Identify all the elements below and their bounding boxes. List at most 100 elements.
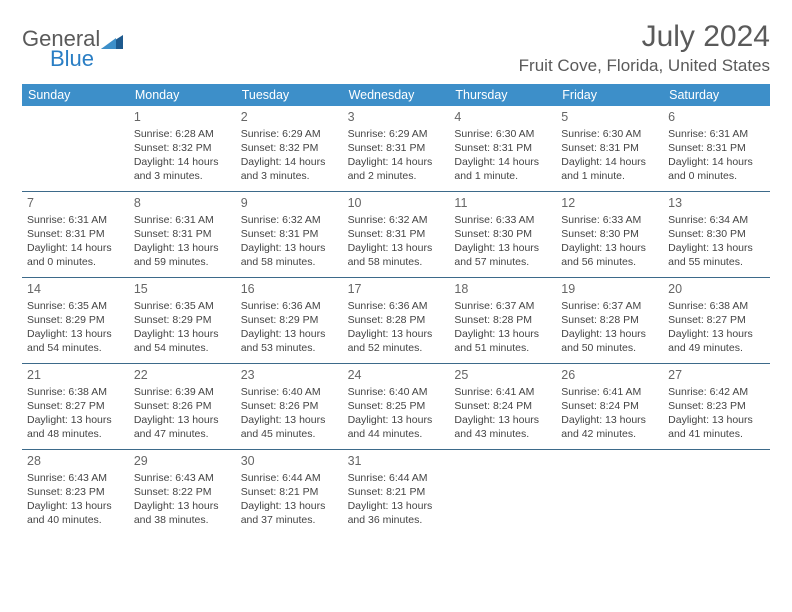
- day-number: 8: [134, 195, 231, 212]
- sunrise-text: Sunrise: 6:32 AM: [348, 213, 445, 227]
- sunrise-text: Sunrise: 6:29 AM: [241, 127, 338, 141]
- week-row: 28Sunrise: 6:43 AMSunset: 8:23 PMDayligh…: [22, 450, 770, 536]
- daylight-text: Daylight: 13 hours and 56 minutes.: [561, 241, 658, 269]
- daylight-text: Daylight: 13 hours and 54 minutes.: [27, 327, 124, 355]
- daylight-text: Daylight: 13 hours and 44 minutes.: [348, 413, 445, 441]
- day-cell: 28Sunrise: 6:43 AMSunset: 8:23 PMDayligh…: [22, 450, 129, 536]
- sunrise-text: Sunrise: 6:37 AM: [454, 299, 551, 313]
- page-header: GeneralBlue July 2024 Fruit Cove, Florid…: [22, 20, 770, 76]
- day-cell: 29Sunrise: 6:43 AMSunset: 8:22 PMDayligh…: [129, 450, 236, 536]
- sunrise-text: Sunrise: 6:30 AM: [454, 127, 551, 141]
- day-number: 27: [668, 367, 765, 384]
- sunset-text: Sunset: 8:28 PM: [348, 313, 445, 327]
- day-number: 14: [27, 281, 124, 298]
- week-row: 7Sunrise: 6:31 AMSunset: 8:31 PMDaylight…: [22, 192, 770, 278]
- daylight-text: Daylight: 13 hours and 51 minutes.: [454, 327, 551, 355]
- day-cell: 12Sunrise: 6:33 AMSunset: 8:30 PMDayligh…: [556, 192, 663, 277]
- day-number: 11: [454, 195, 551, 212]
- day-cell: 15Sunrise: 6:35 AMSunset: 8:29 PMDayligh…: [129, 278, 236, 363]
- sunset-text: Sunset: 8:30 PM: [454, 227, 551, 241]
- daylight-text: Daylight: 13 hours and 40 minutes.: [27, 499, 124, 527]
- month-title: July 2024: [519, 20, 770, 54]
- sunrise-text: Sunrise: 6:43 AM: [134, 471, 231, 485]
- day-number: 20: [668, 281, 765, 298]
- sunrise-text: Sunrise: 6:30 AM: [561, 127, 658, 141]
- day-number: 26: [561, 367, 658, 384]
- sunrise-text: Sunrise: 6:32 AM: [241, 213, 338, 227]
- day-number: 24: [348, 367, 445, 384]
- title-block: July 2024 Fruit Cove, Florida, United St…: [519, 20, 770, 76]
- sunrise-text: Sunrise: 6:35 AM: [27, 299, 124, 313]
- sunrise-text: Sunrise: 6:38 AM: [668, 299, 765, 313]
- day-cell: 9Sunrise: 6:32 AMSunset: 8:31 PMDaylight…: [236, 192, 343, 277]
- day-header-cell: Sunday: [22, 84, 129, 106]
- daylight-text: Daylight: 13 hours and 45 minutes.: [241, 413, 338, 441]
- day-cell: 10Sunrise: 6:32 AMSunset: 8:31 PMDayligh…: [343, 192, 450, 277]
- day-number: 1: [134, 109, 231, 126]
- day-cell: 21Sunrise: 6:38 AMSunset: 8:27 PMDayligh…: [22, 364, 129, 449]
- day-number: 13: [668, 195, 765, 212]
- day-cell: 23Sunrise: 6:40 AMSunset: 8:26 PMDayligh…: [236, 364, 343, 449]
- sunset-text: Sunset: 8:22 PM: [134, 485, 231, 499]
- sunset-text: Sunset: 8:29 PM: [241, 313, 338, 327]
- day-cell: 4Sunrise: 6:30 AMSunset: 8:31 PMDaylight…: [449, 106, 556, 191]
- sunrise-text: Sunrise: 6:33 AM: [454, 213, 551, 227]
- day-number: 5: [561, 109, 658, 126]
- weeks-container: 1Sunrise: 6:28 AMSunset: 8:32 PMDaylight…: [22, 106, 770, 536]
- day-number: 16: [241, 281, 338, 298]
- sunset-text: Sunset: 8:31 PM: [348, 141, 445, 155]
- daylight-text: Daylight: 13 hours and 50 minutes.: [561, 327, 658, 355]
- day-cell: 24Sunrise: 6:40 AMSunset: 8:25 PMDayligh…: [343, 364, 450, 449]
- sunrise-text: Sunrise: 6:38 AM: [27, 385, 124, 399]
- day-header-cell: Thursday: [449, 84, 556, 106]
- sunset-text: Sunset: 8:29 PM: [27, 313, 124, 327]
- sunrise-text: Sunrise: 6:41 AM: [454, 385, 551, 399]
- sunset-text: Sunset: 8:31 PM: [454, 141, 551, 155]
- day-cell: 13Sunrise: 6:34 AMSunset: 8:30 PMDayligh…: [663, 192, 770, 277]
- day-cell: 3Sunrise: 6:29 AMSunset: 8:31 PMDaylight…: [343, 106, 450, 191]
- day-cell: 19Sunrise: 6:37 AMSunset: 8:28 PMDayligh…: [556, 278, 663, 363]
- sunrise-text: Sunrise: 6:42 AM: [668, 385, 765, 399]
- sunset-text: Sunset: 8:28 PM: [454, 313, 551, 327]
- sunrise-text: Sunrise: 6:28 AM: [134, 127, 231, 141]
- sunset-text: Sunset: 8:30 PM: [668, 227, 765, 241]
- daylight-text: Daylight: 13 hours and 41 minutes.: [668, 413, 765, 441]
- week-row: 21Sunrise: 6:38 AMSunset: 8:27 PMDayligh…: [22, 364, 770, 450]
- sunset-text: Sunset: 8:31 PM: [241, 227, 338, 241]
- daylight-text: Daylight: 13 hours and 58 minutes.: [241, 241, 338, 269]
- sunset-text: Sunset: 8:31 PM: [668, 141, 765, 155]
- day-number: 19: [561, 281, 658, 298]
- day-cell: [663, 450, 770, 536]
- sunrise-text: Sunrise: 6:36 AM: [348, 299, 445, 313]
- location-text: Fruit Cove, Florida, United States: [519, 56, 770, 76]
- day-cell: [556, 450, 663, 536]
- sunset-text: Sunset: 8:27 PM: [668, 313, 765, 327]
- day-number: 4: [454, 109, 551, 126]
- sunrise-text: Sunrise: 6:33 AM: [561, 213, 658, 227]
- sunset-text: Sunset: 8:30 PM: [561, 227, 658, 241]
- sunset-text: Sunset: 8:21 PM: [241, 485, 338, 499]
- day-number: 25: [454, 367, 551, 384]
- day-cell: 2Sunrise: 6:29 AMSunset: 8:32 PMDaylight…: [236, 106, 343, 191]
- sunset-text: Sunset: 8:24 PM: [561, 399, 658, 413]
- sunset-text: Sunset: 8:31 PM: [27, 227, 124, 241]
- sunrise-text: Sunrise: 6:41 AM: [561, 385, 658, 399]
- day-cell: 1Sunrise: 6:28 AMSunset: 8:32 PMDaylight…: [129, 106, 236, 191]
- sunrise-text: Sunrise: 6:31 AM: [27, 213, 124, 227]
- daylight-text: Daylight: 13 hours and 48 minutes.: [27, 413, 124, 441]
- day-cell: 16Sunrise: 6:36 AMSunset: 8:29 PMDayligh…: [236, 278, 343, 363]
- sunrise-text: Sunrise: 6:43 AM: [27, 471, 124, 485]
- daylight-text: Daylight: 13 hours and 43 minutes.: [454, 413, 551, 441]
- daylight-text: Daylight: 13 hours and 54 minutes.: [134, 327, 231, 355]
- sunset-text: Sunset: 8:23 PM: [668, 399, 765, 413]
- logo-text-blue: Blue: [50, 46, 94, 72]
- logo: GeneralBlue: [22, 20, 123, 72]
- sunrise-text: Sunrise: 6:44 AM: [241, 471, 338, 485]
- day-cell: 27Sunrise: 6:42 AMSunset: 8:23 PMDayligh…: [663, 364, 770, 449]
- daylight-text: Daylight: 13 hours and 36 minutes.: [348, 499, 445, 527]
- daylight-text: Daylight: 14 hours and 2 minutes.: [348, 155, 445, 183]
- day-number: 9: [241, 195, 338, 212]
- week-row: 1Sunrise: 6:28 AMSunset: 8:32 PMDaylight…: [22, 106, 770, 192]
- day-number: 2: [241, 109, 338, 126]
- day-number: 23: [241, 367, 338, 384]
